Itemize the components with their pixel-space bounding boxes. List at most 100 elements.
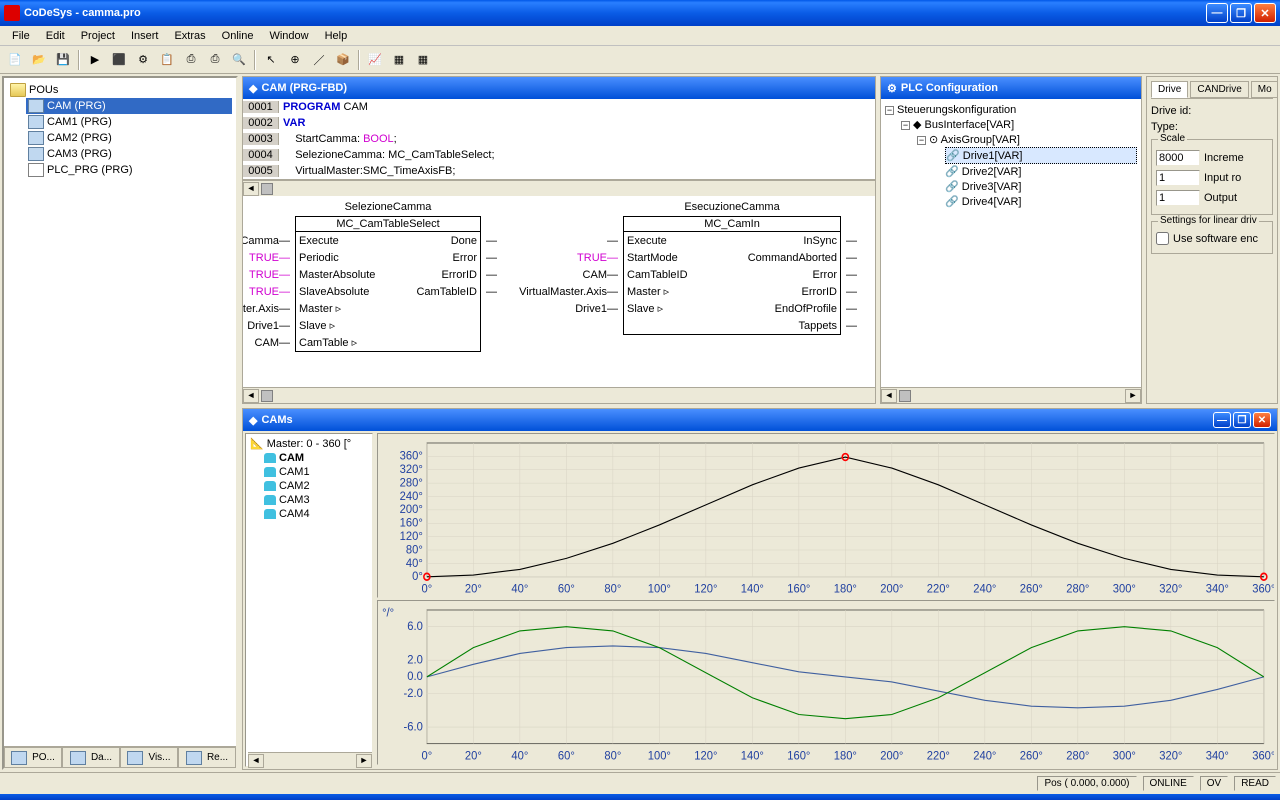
project-tree[interactable]: POUs CAM (PRG) CAM1 (PRG) CAM2 (PRG) CAM… [4, 78, 236, 746]
tool-icon[interactable]: ⎙ [204, 49, 226, 71]
tree-root[interactable]: POUs [8, 82, 232, 98]
maximize-button[interactable]: ❐ [1230, 3, 1252, 23]
output-input[interactable] [1156, 190, 1200, 206]
cam-item[interactable]: CAM4 [262, 507, 370, 521]
maximize-button[interactable]: ❐ [1233, 412, 1251, 428]
scroll-right-icon[interactable]: ► [356, 754, 372, 768]
menu-edit[interactable]: Edit [38, 28, 73, 44]
menu-insert[interactable]: Insert [123, 28, 167, 44]
tab-icon [127, 751, 143, 765]
tree-item[interactable]: PLC_PRG (PRG) [26, 162, 232, 178]
scroll-right-icon[interactable]: ► [1125, 389, 1141, 403]
plc-drive-node[interactable]: 🔗 Drive2[VAR] [945, 164, 1137, 179]
minimize-button[interactable]: — [1206, 3, 1228, 23]
tool-icon[interactable]: 📋 [156, 49, 178, 71]
cam-item[interactable]: CAM [262, 451, 370, 465]
editor-header[interactable]: ◆ CAM (PRG-FBD) [243, 77, 875, 99]
tab-candrive[interactable]: CANDrive [1190, 81, 1248, 98]
svg-text:2.0: 2.0 [407, 653, 423, 667]
svg-text:320°: 320° [1159, 582, 1182, 596]
menu-file[interactable]: File [4, 28, 38, 44]
scroll-left-icon[interactable]: ◄ [248, 754, 264, 768]
input-rot-input[interactable] [1156, 170, 1200, 186]
cam-label: Master: 0 - 360 [° [267, 438, 352, 450]
open-icon[interactable]: 📂 [28, 49, 50, 71]
stop-icon[interactable]: ⬛ [108, 49, 130, 71]
cursor-icon[interactable]: ↖ [260, 49, 282, 71]
scrollbar[interactable]: ◄ [243, 387, 875, 403]
expander-icon[interactable]: − [885, 106, 894, 115]
svg-text:360°: 360° [1252, 749, 1274, 763]
close-button[interactable]: ✕ [1254, 3, 1276, 23]
sidebar-tab[interactable]: PO... [4, 747, 62, 768]
menu-project[interactable]: Project [73, 28, 123, 44]
cams-header[interactable]: ◆ CAMs — ❐ ✕ [243, 409, 1277, 431]
tab-mo[interactable]: Mo [1251, 81, 1278, 98]
fbd-diagram[interactable]: SelezioneCamma MC_CamTableSelect Camma— … [243, 196, 875, 387]
tree-item[interactable]: CAM3 (PRG) [26, 146, 232, 162]
svg-text:280°: 280° [400, 476, 423, 490]
status-read: READ [1234, 776, 1276, 791]
cams-tree[interactable]: 📐 Master: 0 - 360 [° CAMCAM1CAM2CAM3CAM4… [245, 433, 373, 767]
svg-text:20°: 20° [465, 582, 482, 596]
scroll-left-icon[interactable]: ◄ [243, 182, 259, 196]
menu-online[interactable]: Online [214, 28, 262, 44]
tool-icon[interactable]: 🔍 [228, 49, 250, 71]
run-icon[interactable]: ▶ [84, 49, 106, 71]
svg-text:200°: 200° [880, 749, 903, 763]
cam-item[interactable]: CAM3 [262, 493, 370, 507]
tree-item[interactable]: CAM (PRG) [26, 98, 232, 114]
cam-item[interactable]: CAM1 [262, 465, 370, 479]
cam-velocity-chart[interactable]: 0°20°40°60°80°100°120°140°160°180°200°22… [377, 600, 1275, 765]
software-enc-checkbox[interactable] [1156, 232, 1169, 245]
tool-icon[interactable]: ▦ [388, 49, 410, 71]
sidebar-tab[interactable]: Vis... [120, 747, 178, 768]
tool-icon[interactable]: 📦 [332, 49, 354, 71]
tool-icon[interactable]: ⊕ [284, 49, 306, 71]
close-button[interactable]: ✕ [1253, 412, 1271, 428]
menu-extras[interactable]: Extras [166, 28, 213, 44]
tree-item[interactable]: CAM1 (PRG) [26, 114, 232, 130]
cam-position-chart[interactable]: 0°20°40°60°80°100°120°140°160°180°200°22… [377, 433, 1275, 598]
plc-tree[interactable]: −Steuerungskonfiguration −◆ BusInterface… [881, 99, 1141, 387]
plc-drive-node[interactable]: 🔗 Drive3[VAR] [945, 179, 1137, 194]
tool-icon[interactable]: ▦ [412, 49, 434, 71]
svg-text:60°: 60° [558, 582, 575, 596]
menu-window[interactable]: Window [261, 28, 316, 44]
scroll-left-icon[interactable]: ◄ [243, 389, 259, 403]
save-icon[interactable]: 💾 [52, 49, 74, 71]
sidebar-tab[interactable]: Re... [178, 747, 236, 768]
scrollbar[interactable]: ◄ ► [881, 387, 1141, 403]
tree-item[interactable]: CAM2 (PRG) [26, 130, 232, 146]
tool-icon[interactable]: ⎙ [180, 49, 202, 71]
tab-drive[interactable]: Drive [1151, 81, 1188, 98]
expander-icon[interactable]: − [901, 121, 910, 130]
tool-icon[interactable]: ／ [308, 49, 330, 71]
plc-drive-node[interactable]: 🔗 Drive4[VAR] [945, 194, 1137, 209]
function-block[interactable]: SelezioneCamma MC_CamTableSelect Camma— … [295, 216, 481, 352]
scroll-left-icon[interactable]: ◄ [881, 389, 897, 403]
minimize-button[interactable]: — [1213, 412, 1231, 428]
menu-help[interactable]: Help [317, 28, 356, 44]
plc-config-panel: ⚙ PLC Configuration −Steuerungskonfigura… [880, 76, 1142, 404]
svg-text:220°: 220° [927, 582, 950, 596]
code-area[interactable]: 0001PROGRAM CAM0002VAR0003 StartCamma: B… [243, 99, 875, 180]
fb-instance-name: EsecuzioneCamma [624, 201, 840, 213]
plc-header[interactable]: ⚙ PLC Configuration [881, 77, 1141, 99]
new-icon[interactable]: 📄 [4, 49, 26, 71]
scrollbar[interactable]: ◄ [243, 180, 875, 196]
function-block[interactable]: EsecuzioneCamma MC_CamIn — Execute InSyn… [623, 216, 841, 335]
tool-icon[interactable]: ⚙ [132, 49, 154, 71]
svg-text:300°: 300° [1113, 749, 1136, 763]
tool-icon[interactable]: 📈 [364, 49, 386, 71]
cam-item[interactable]: CAM2 [262, 479, 370, 493]
scrollbar[interactable]: ◄ ► [248, 752, 372, 768]
sidebar-tab[interactable]: Da... [62, 747, 120, 768]
expander-icon[interactable]: − [917, 136, 926, 145]
svg-text:320°: 320° [400, 463, 423, 477]
cam-master[interactable]: 📐 Master: 0 - 360 [° [248, 436, 370, 451]
increments-input[interactable] [1156, 150, 1200, 166]
svg-text:200°: 200° [400, 503, 423, 517]
fb-pin-line: — [480, 252, 497, 264]
plc-drive-node[interactable]: 🔗 Drive1[VAR] [945, 147, 1137, 164]
